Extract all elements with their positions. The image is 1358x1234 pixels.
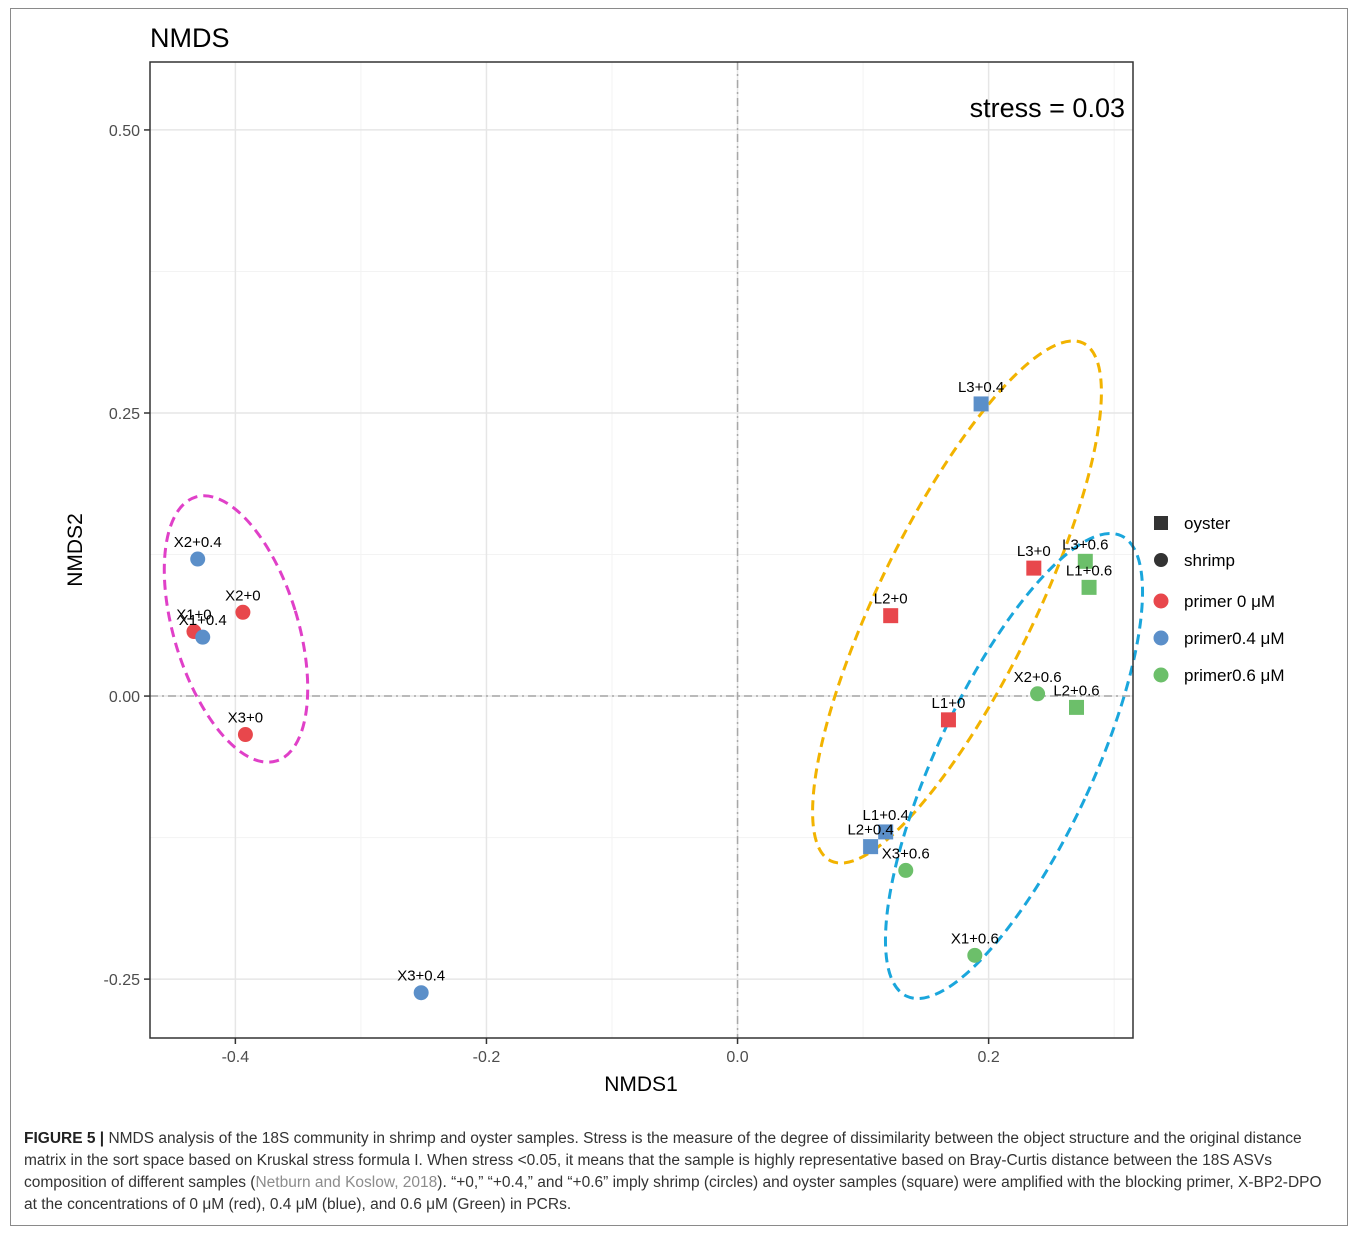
point-square (973, 396, 989, 412)
point-label: L3+0.6 (1062, 536, 1108, 553)
nmds-chart: NMDS X2+0.4 X2+0 X1+0X1+0.4 X3+0 X3+0.4 L3+0.… (64, 23, 1284, 1096)
zero-lines (150, 62, 1133, 1038)
figure-caption: FIGURE 5 | NMDS analysis of the 18S comm… (24, 1128, 1334, 1216)
y-axis-ticks: -0.25 0.00 0.25 0.50 (104, 123, 150, 989)
legend-key-circle (1154, 553, 1168, 567)
figure-label: FIGURE 5 | (24, 1130, 105, 1147)
x-tick-label: -0.4 (222, 1049, 250, 1066)
point-label: X3+0.6 (882, 845, 930, 862)
y-tick-label: 0.00 (109, 689, 140, 706)
point-labels: X2+0.4 X2+0 X1+0X1+0.4 X3+0 X3+0.4 L3+0.4 L3+0… (174, 379, 1112, 985)
point-label: X2+0.6 (1014, 669, 1062, 686)
point-circle (235, 604, 251, 620)
point-square (863, 839, 879, 855)
point-square (1081, 579, 1097, 595)
grid-major (150, 62, 1133, 1038)
point-label: L3+0.4 (958, 379, 1004, 396)
legend-label: primer0.6 μM (1184, 666, 1284, 685)
point-square (878, 824, 894, 840)
legend-key-color (1153, 667, 1169, 683)
point-label: L1+0.6 (1066, 562, 1112, 579)
point-label: X2+0 (225, 587, 260, 604)
grid-minor (150, 62, 1133, 1038)
ellipse-shrimp-0-0.4 (162, 494, 310, 764)
legend-label: shrimp (1184, 551, 1235, 570)
caption-reference-link[interactable]: Netburn and Koslow, 2018 (255, 1174, 438, 1191)
point-label: X1+0.6 (951, 930, 999, 947)
data-points (186, 396, 1097, 1001)
point-circle (967, 947, 983, 963)
point-square (1026, 560, 1042, 576)
point-circle (190, 551, 206, 567)
point-circle (413, 985, 429, 1001)
legend-label: primer0.4 μM (1184, 629, 1284, 648)
point-label: X2+0.4 (174, 534, 222, 551)
x-tick-label: 0.0 (726, 1049, 748, 1066)
legend: oyster shrimp primer 0 μM primer0.4 μM prime… (1153, 514, 1284, 685)
point-label: L1+0 (932, 695, 966, 712)
x-axis-label: NMDS1 (604, 1073, 678, 1096)
point-label: L2+0.4 (847, 822, 893, 839)
caption-text: NMDS analysis of the 18S community in sh… (24, 1130, 1302, 1191)
x-axis-ticks: -0.4 -0.2 0.0 0.2 (222, 1038, 1000, 1066)
point-square (1077, 553, 1093, 569)
x-tick-label: 0.2 (978, 1049, 1000, 1066)
y-tick-label: -0.25 (104, 972, 141, 989)
point-circle (1030, 686, 1046, 702)
legend-key-color (1153, 593, 1169, 609)
point-label: L2+0.6 (1053, 682, 1099, 699)
ellipse-0.6 (883, 531, 1145, 1001)
point-circle (898, 862, 914, 878)
point-label: L2+0 (874, 591, 908, 608)
legend-label: primer 0 μM (1184, 592, 1275, 611)
point-circle (195, 629, 211, 645)
plot-panel-border (149, 61, 1134, 1039)
caption-text-end: ). “+0,” “+0.4,” and “+0.6” imply shrimp… (24, 1174, 1322, 1213)
y-axis-label: NMDS2 (64, 513, 87, 587)
point-label: X3+0.4 (397, 968, 445, 985)
point-square (940, 712, 956, 728)
legend-label: oyster (1184, 514, 1231, 533)
y-tick-label: 0.50 (109, 123, 140, 140)
point-label: X3+0 (228, 710, 263, 727)
chart-title: NMDS (150, 23, 230, 53)
point-square (883, 608, 899, 624)
point-label: X1+0.4 (179, 612, 227, 629)
legend-key-square (1154, 516, 1168, 530)
cluster-ellipses (162, 339, 1145, 1001)
point-label: L3+0 (1017, 543, 1051, 560)
x-tick-label: -0.2 (473, 1049, 501, 1066)
point-label: X1+0 (176, 607, 211, 624)
figure-frame (10, 8, 1348, 1226)
point-circle (237, 727, 253, 743)
ellipse-oyster (811, 339, 1103, 865)
stress-annotation: stress = 0.03 (970, 93, 1125, 123)
y-tick-label: 0.25 (109, 406, 140, 423)
legend-key-color (1153, 630, 1169, 646)
point-label: L1+0.4 (863, 807, 909, 824)
point-square (1069, 699, 1085, 715)
